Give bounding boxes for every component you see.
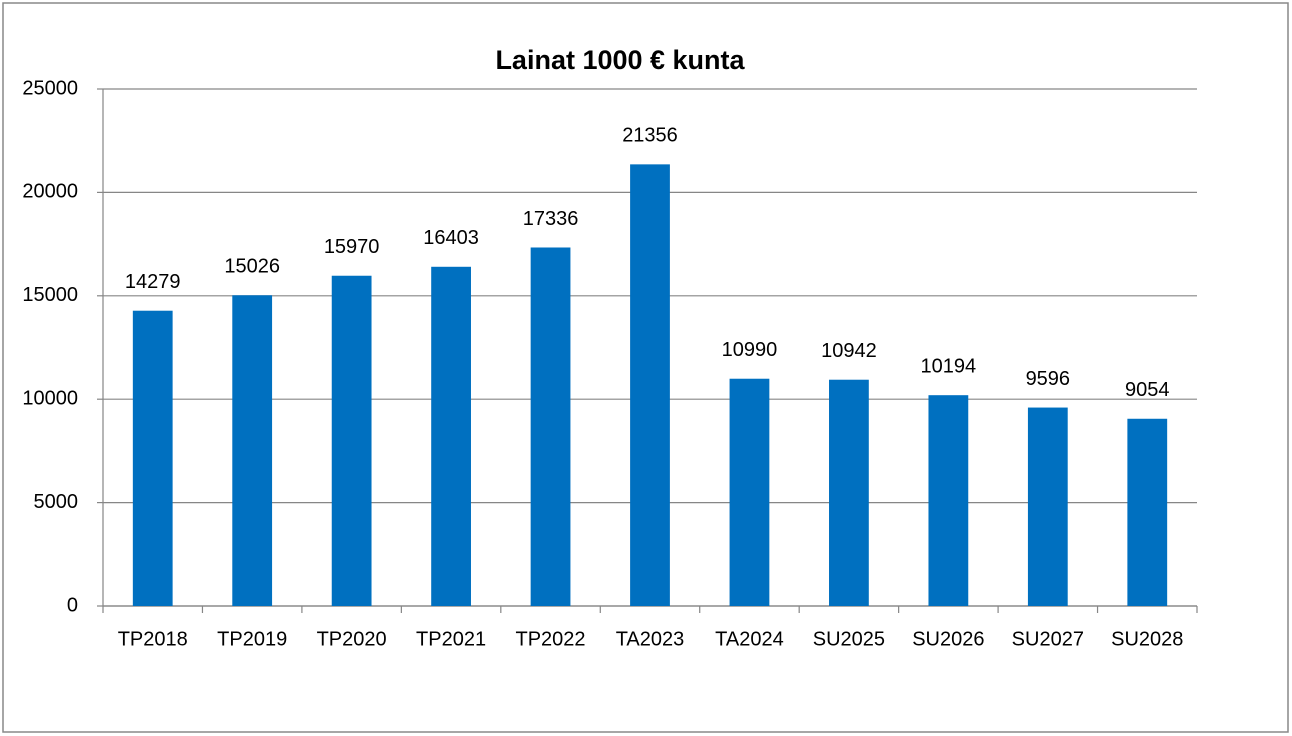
x-tick-label: SU2026 [912, 628, 984, 650]
data-label: 9596 [1026, 368, 1071, 390]
y-tick-label: 15000 [22, 284, 78, 306]
x-tick-label: TP2020 [317, 628, 387, 650]
data-label: 10990 [722, 339, 778, 361]
data-label: 17336 [523, 208, 579, 230]
y-tick-label: 0 [67, 594, 78, 616]
bar [829, 379, 869, 606]
x-tick-label: TP2021 [416, 628, 486, 650]
bar [729, 378, 770, 606]
bar [331, 275, 372, 606]
y-tick-label: 20000 [22, 181, 78, 203]
bar [431, 266, 471, 606]
x-tick-label: TA2023 [616, 628, 685, 650]
data-label: 15026 [224, 256, 280, 278]
bar [1127, 418, 1168, 606]
y-tick-label: 5000 [34, 491, 79, 513]
y-tick-label: 10000 [22, 387, 78, 409]
bar [232, 295, 273, 606]
data-label: 10194 [921, 355, 977, 377]
x-tick-label: SU2028 [1111, 628, 1183, 650]
data-label: 14279 [125, 271, 181, 293]
chart-title: Lainat 1000 € kunta [495, 45, 745, 75]
x-tick-label: SU2027 [1012, 628, 1084, 650]
data-label: 21356 [622, 125, 678, 147]
bar [630, 164, 670, 607]
data-label: 9054 [1125, 379, 1170, 401]
x-tick-label: TP2018 [118, 628, 188, 650]
bar [1027, 407, 1068, 606]
x-tick-label: TA2024 [715, 628, 784, 650]
x-tick-label: TP2022 [516, 628, 586, 650]
y-tick-label: 25000 [22, 77, 78, 99]
data-label: 15970 [324, 236, 380, 258]
x-tick-label: TP2019 [217, 628, 287, 650]
data-label: 16403 [423, 227, 479, 249]
bar [928, 395, 969, 606]
bar [132, 310, 173, 606]
x-tick-label: SU2025 [813, 628, 885, 650]
bar [530, 247, 571, 606]
data-label: 10942 [821, 340, 877, 362]
